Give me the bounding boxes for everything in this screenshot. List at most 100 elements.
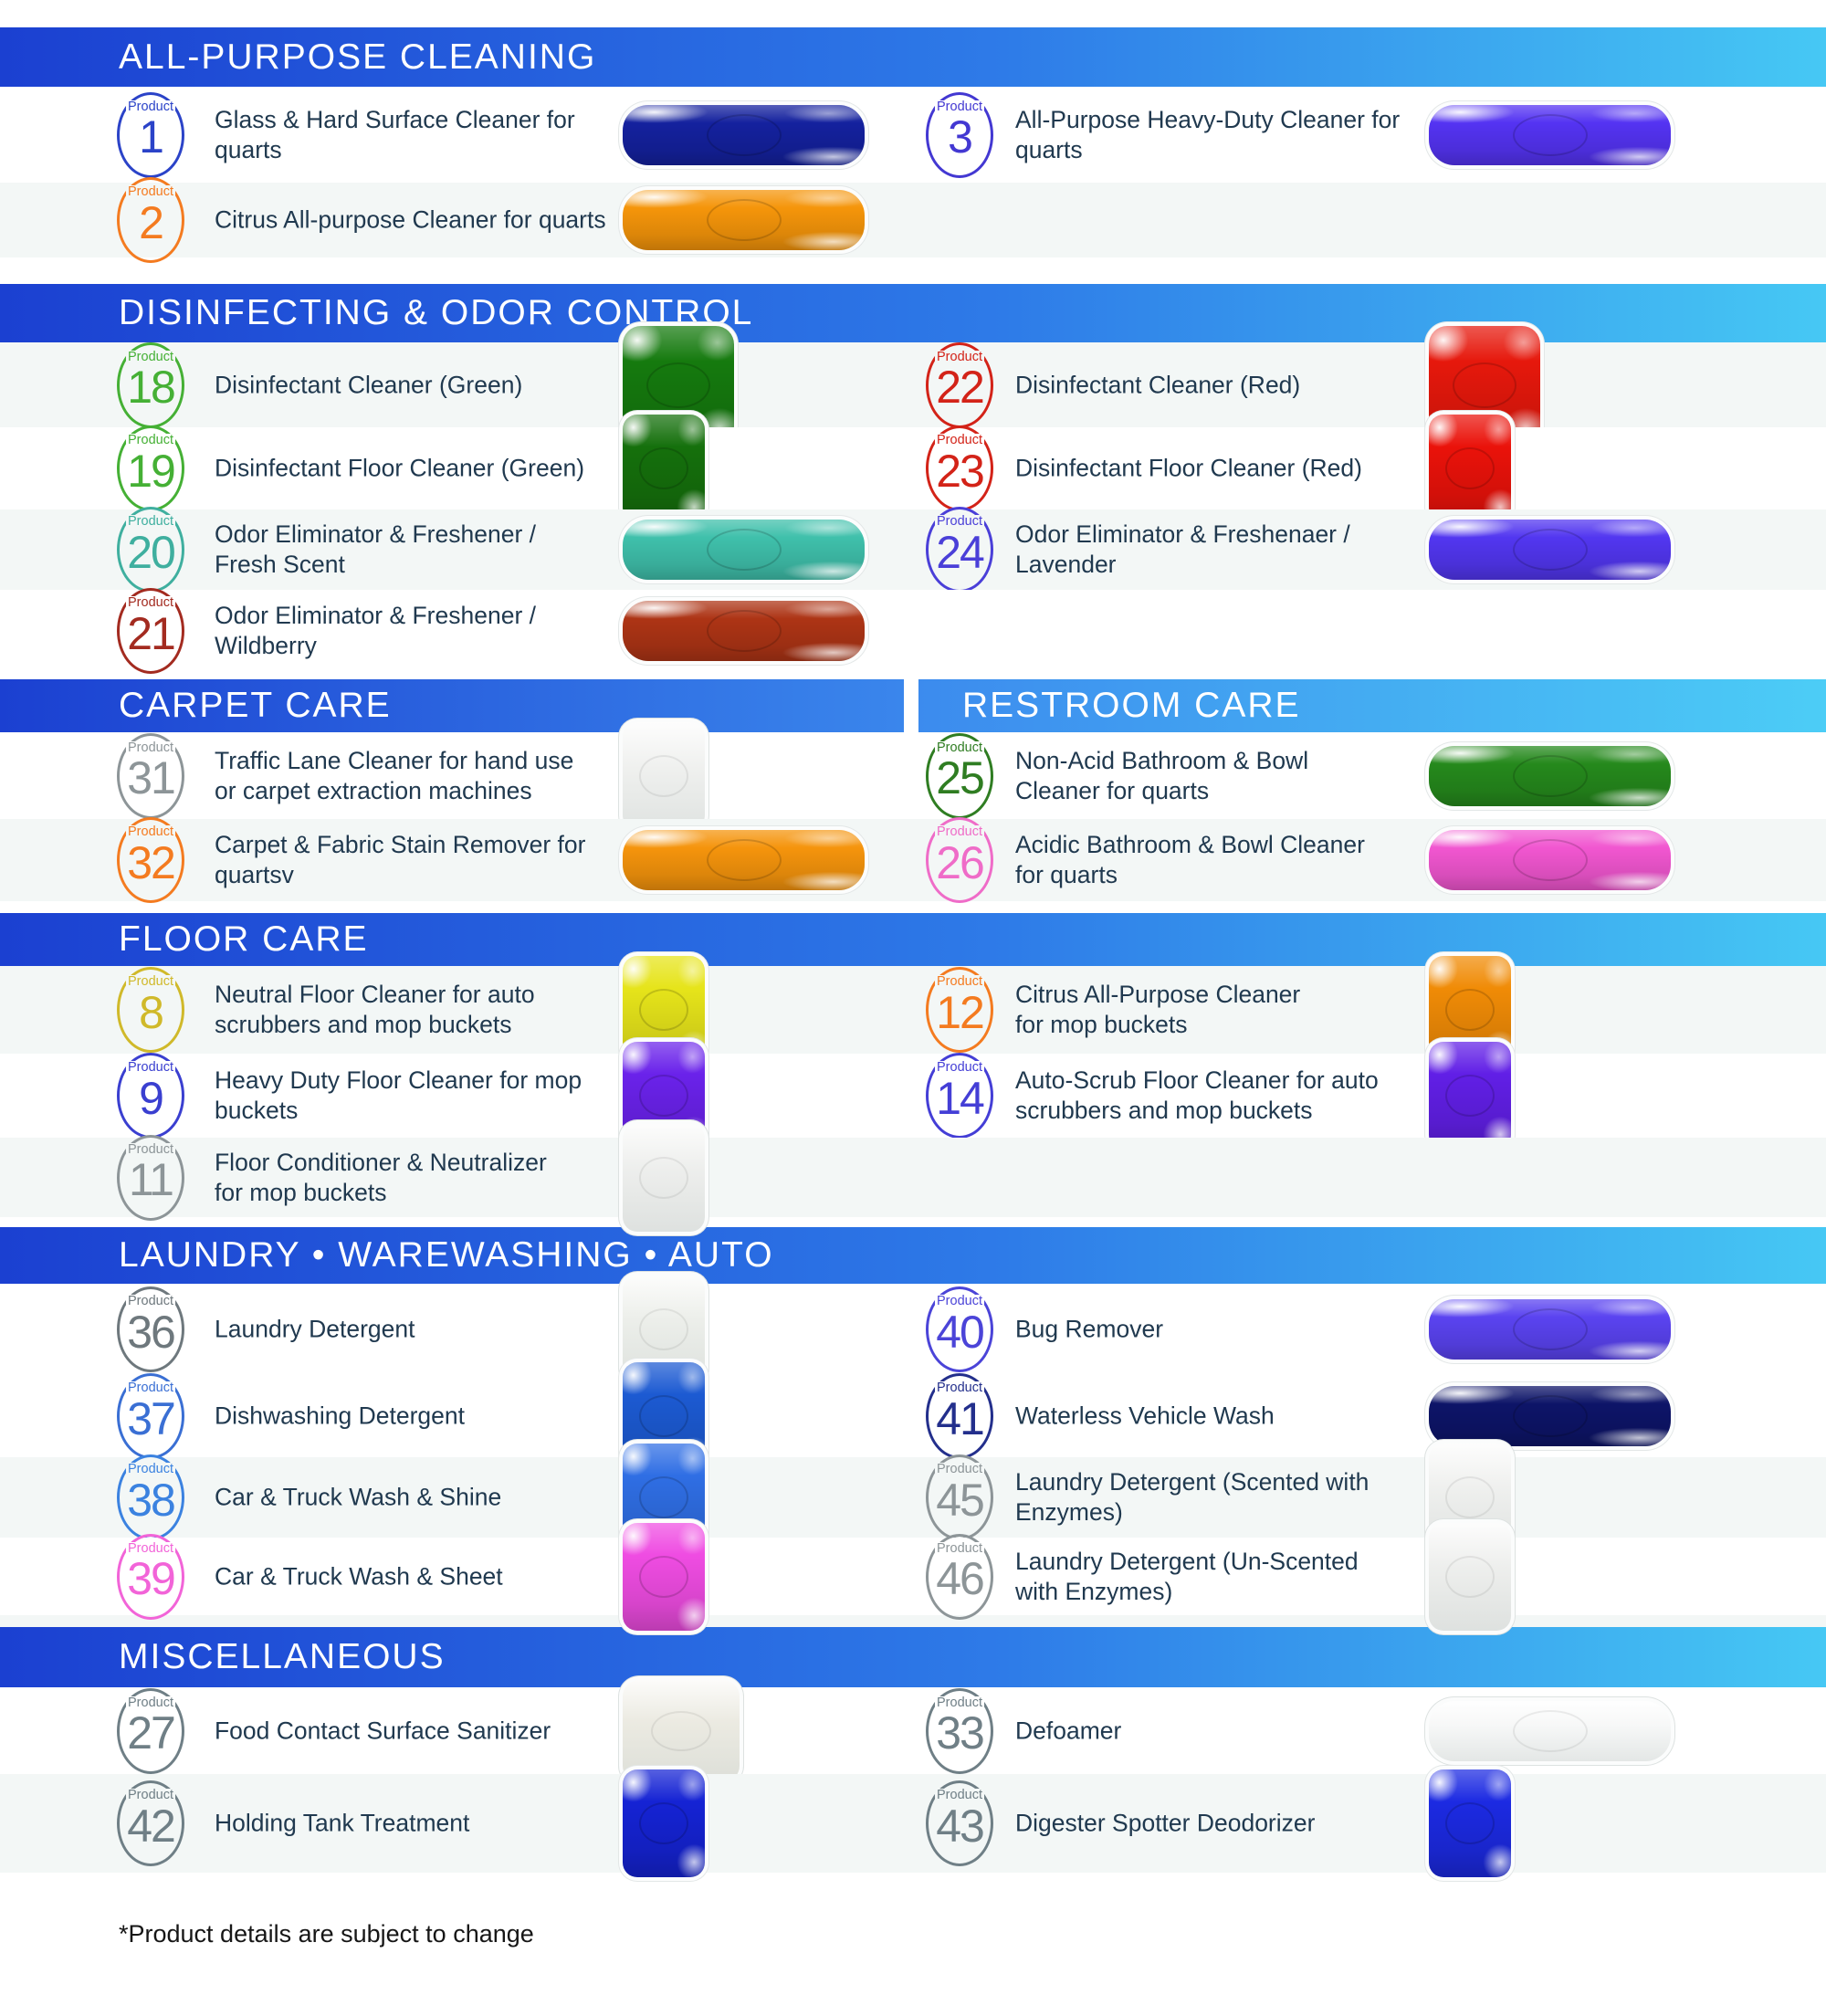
product-badge-label: Product [935,349,984,364]
product-row: Product 19 Disinfectant Floor Cleaner (Gre… [0,415,1826,522]
section-header-disinfecting-odor-control: DISINFECTING & ODOR CONTROL [0,284,1826,342]
product-38-name: Car & Truck Wash & Shine [215,1483,502,1511]
section-gap [0,0,1826,27]
product-23-number: 23 [936,445,985,497]
product-row: Product 32 Carpet & Fabric Stain Remover f… [0,817,1826,903]
product-24-number: 24 [936,526,985,578]
product-26-badge: Product 26 [926,817,993,903]
section-header-band: LAUNDRY • WAREWASHING • AUTO [0,1227,1826,1284]
product-badge-label: Product [935,740,984,755]
product-45-number: 45 [936,1474,985,1526]
product-25-name: Non-Acid Bathroom & Bowl Cleaner for qua… [1015,746,1309,804]
product-25-badge: Product 25 [926,732,993,819]
row-cell-right: Product 14 Auto-Scrub Floor Cleaner for au… [913,1042,1826,1150]
section-gap [0,257,1826,284]
product-19-packet-image [623,415,705,522]
product-14-number: 14 [936,1072,985,1124]
product-badge-label: Product [935,824,984,839]
product-2-number: 2 [139,196,164,248]
product-42-name: Holding Tank Treatment [215,1809,470,1837]
product-21-packet-image [623,601,865,661]
product-row: Product 20 Odor Eliminator & Freshener / F… [0,507,1826,593]
product-1-packet-image [623,104,865,165]
product-9-number: 9 [139,1072,164,1124]
row-cell-left: Product 32 Carpet & Fabric Stain Remover f… [0,817,913,903]
row-cell-right: Product 12 Citrus All-Purpose Cleaner for … [913,956,1826,1064]
row-cell-left: Product 1 Glass & Hard Surface Cleaner for… [0,87,913,183]
product-3-number: 3 [948,111,973,163]
product-33-packet-image [1429,1700,1671,1761]
product-43-badge: Product 43 [926,1780,993,1866]
footer: *Product details are subject to change [0,1873,1826,1948]
product-badge-label: Product [935,1381,984,1395]
product-badge-label: Product [935,1294,984,1308]
product-badge-label: Product [126,1381,175,1395]
product-33-badge: Product 33 [926,1687,993,1774]
row-cell-left: Product 18 Disinfectant Cleaner (Green) [0,325,913,445]
product-22-name: Disinfectant Cleaner (Red) [1015,370,1301,398]
section-header-carpet-restroom-care: RESTROOM CARE [918,679,1826,732]
product-37-number: 37 [127,1392,176,1444]
row-cell-left: Product 27 Food Contact Surface Sanitizer [0,1679,913,1782]
product-badge-label: Product [935,1695,984,1710]
product-badge-label: Product [126,1540,175,1556]
product-12-name: Citrus All-Purpose Cleaner for mop bucke… [1015,980,1301,1038]
product-20-name: Odor Eliminator & Freshener / Fresh Scen… [215,520,536,578]
product-21-badge: Product 21 [117,588,184,674]
section-floor-care: FLOOR CARE Product 8 Neutral Floor Cleaner … [0,901,1826,1232]
product-21-number: 21 [127,607,176,659]
product-27-badge: Product 27 [117,1687,184,1774]
product-8-badge: Product 8 [117,967,184,1053]
product-20-number: 20 [127,526,176,578]
product-33-number: 33 [936,1707,985,1759]
product-42-packet-image [623,1769,705,1877]
product-23-badge: Product 23 [926,425,993,511]
product-39-packet-image [623,1522,705,1631]
row-cell-right: Product 46 Laundry Detergent (Un-Scented w… [913,1522,1826,1631]
product-row: Product 37 Dishwashing Detergent Product 41 W… [0,1362,1826,1470]
product-badge-label: Product [126,184,175,199]
product-badge-label: Product [126,1788,175,1802]
product-11-badge: Product 11 [117,1134,184,1221]
product-badge-label: Product [126,1060,175,1075]
product-8-name: Neutral Floor Cleaner for auto scrubbers… [215,980,535,1038]
product-badge-label: Product [126,595,175,610]
section-header-band: FLOOR CARE [0,913,1826,966]
product-badge-label: Product [935,99,984,114]
product-14-badge: Product 14 [926,1053,993,1139]
product-39-number: 39 [127,1553,176,1605]
row-cell-right: Product 3 All-Purpose Heavy-Duty Cleaner f… [913,87,1826,183]
section-header-band: MISCELLANEOUS [0,1627,1826,1687]
product-row: Product 2 Citrus All-purpose Cleaner for q… [0,177,1826,263]
row-cell-left: Product 39 Car & Truck Wash & Sheet [0,1522,913,1631]
product-11-packet-image [623,1123,705,1232]
product-31-packet-image [623,721,705,830]
product-12-badge: Product 12 [926,967,993,1053]
row-cell-left: Product 20 Odor Eliminator & Freshener / F… [0,507,913,593]
product-20-packet-image [623,520,865,580]
row-cell-left: Product 42 Holding Tank Treatment [0,1769,913,1877]
product-32-badge: Product 32 [117,817,184,903]
product-badge-label: Product [126,824,175,839]
product-41-number: 41 [936,1392,985,1444]
product-37-name: Dishwashing Detergent [215,1402,465,1430]
product-32-name: Carpet & Fabric Stain Remover for quarts… [215,830,586,888]
product-22-number: 22 [936,362,985,414]
product-row: Product 21 Odor Eliminator & Freshener / W… [0,588,1826,674]
section-header-band: DISINFECTING & ODOR CONTROL [0,284,1826,342]
product-43-name: Digester Spotter Deodorizer [1015,1809,1316,1837]
section-all-purpose-cleaning: ALL-PURPOSE CLEANING Product 1 Glass & Hard… [0,0,1826,263]
row-cell-left: Product 8 Neutral Floor Cleaner for auto s… [0,956,913,1064]
product-40-badge: Product 40 [926,1286,993,1372]
product-19-name: Disinfectant Floor Cleaner (Green) [215,454,585,482]
row-cell-right: Product 22 Disinfectant Cleaner (Red) [913,325,1826,445]
row-cell-left: Product 38 Car & Truck Wash & Shine [0,1444,913,1551]
row-cell-right: Product 45 Laundry Detergent (Scented with… [913,1444,1826,1551]
product-18-name: Disinfectant Cleaner (Green) [215,370,523,398]
product-31-name: Traffic Lane Cleaner for hand use or car… [215,746,574,804]
product-41-packet-image [1429,1386,1671,1446]
product-38-number: 38 [127,1474,176,1526]
section-tail-gap [0,1615,1826,1627]
section-carpet-restroom-care: CARPET CARE RESTROOM CARE Product 31 Traffic… [0,672,1826,903]
